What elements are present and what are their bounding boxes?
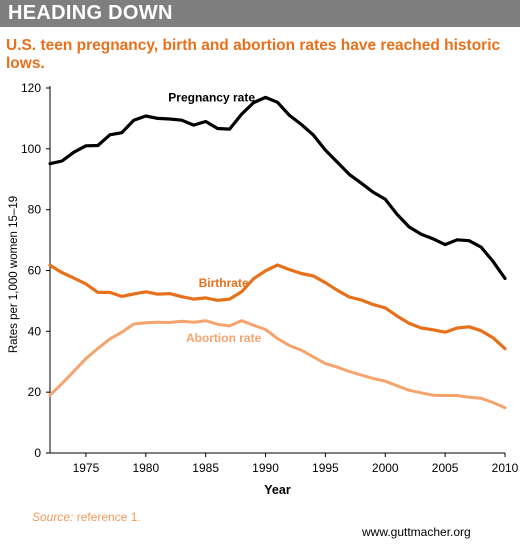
series-label-pregnancy-rate: Pregnancy rate — [168, 91, 255, 105]
x-tick-label: 2000 — [372, 461, 399, 475]
y-tick-label: 20 — [28, 385, 42, 399]
y-tick-label: 40 — [28, 324, 42, 338]
series-label-abortion-rate: Abortion rate — [186, 331, 262, 345]
x-tick-label: 2005 — [432, 461, 459, 475]
source-note: Source: reference 1. — [32, 510, 141, 524]
y-tick-label: 120 — [21, 81, 41, 95]
y-tick-label: 100 — [21, 142, 41, 156]
header-title: HEADING DOWN — [8, 2, 173, 24]
y-tick-label: 80 — [28, 203, 42, 217]
x-tick-label: 1980 — [132, 461, 159, 475]
source-label: Source: — [32, 510, 74, 524]
y-axis-title: Rates per 1,000 women 15–19 — [8, 196, 20, 353]
y-tick-label: 60 — [28, 264, 42, 278]
series-label-birthrate: Birthrate — [199, 276, 249, 290]
series-line-pregnancy-rate — [48, 95, 507, 280]
x-tick-label: 2010 — [492, 461, 519, 475]
header-bar: HEADING DOWN — [0, 0, 520, 27]
series-line-abortion-rate — [48, 319, 507, 410]
chart-subtitle: U.S. teen pregnancy, birth and abortion … — [6, 37, 501, 72]
y-tick-label: 0 — [34, 446, 41, 460]
x-tick-label: 1990 — [252, 461, 279, 475]
x-tick-label: 1985 — [192, 461, 219, 475]
x-tick-label: 1995 — [312, 461, 339, 475]
x-tick-label: 1975 — [73, 461, 100, 475]
credit-url: www.guttmacher.org — [362, 525, 471, 539]
x-axis-title: Year — [264, 483, 291, 497]
source-text: reference 1. — [73, 510, 141, 524]
series-line-birthrate — [48, 263, 507, 351]
